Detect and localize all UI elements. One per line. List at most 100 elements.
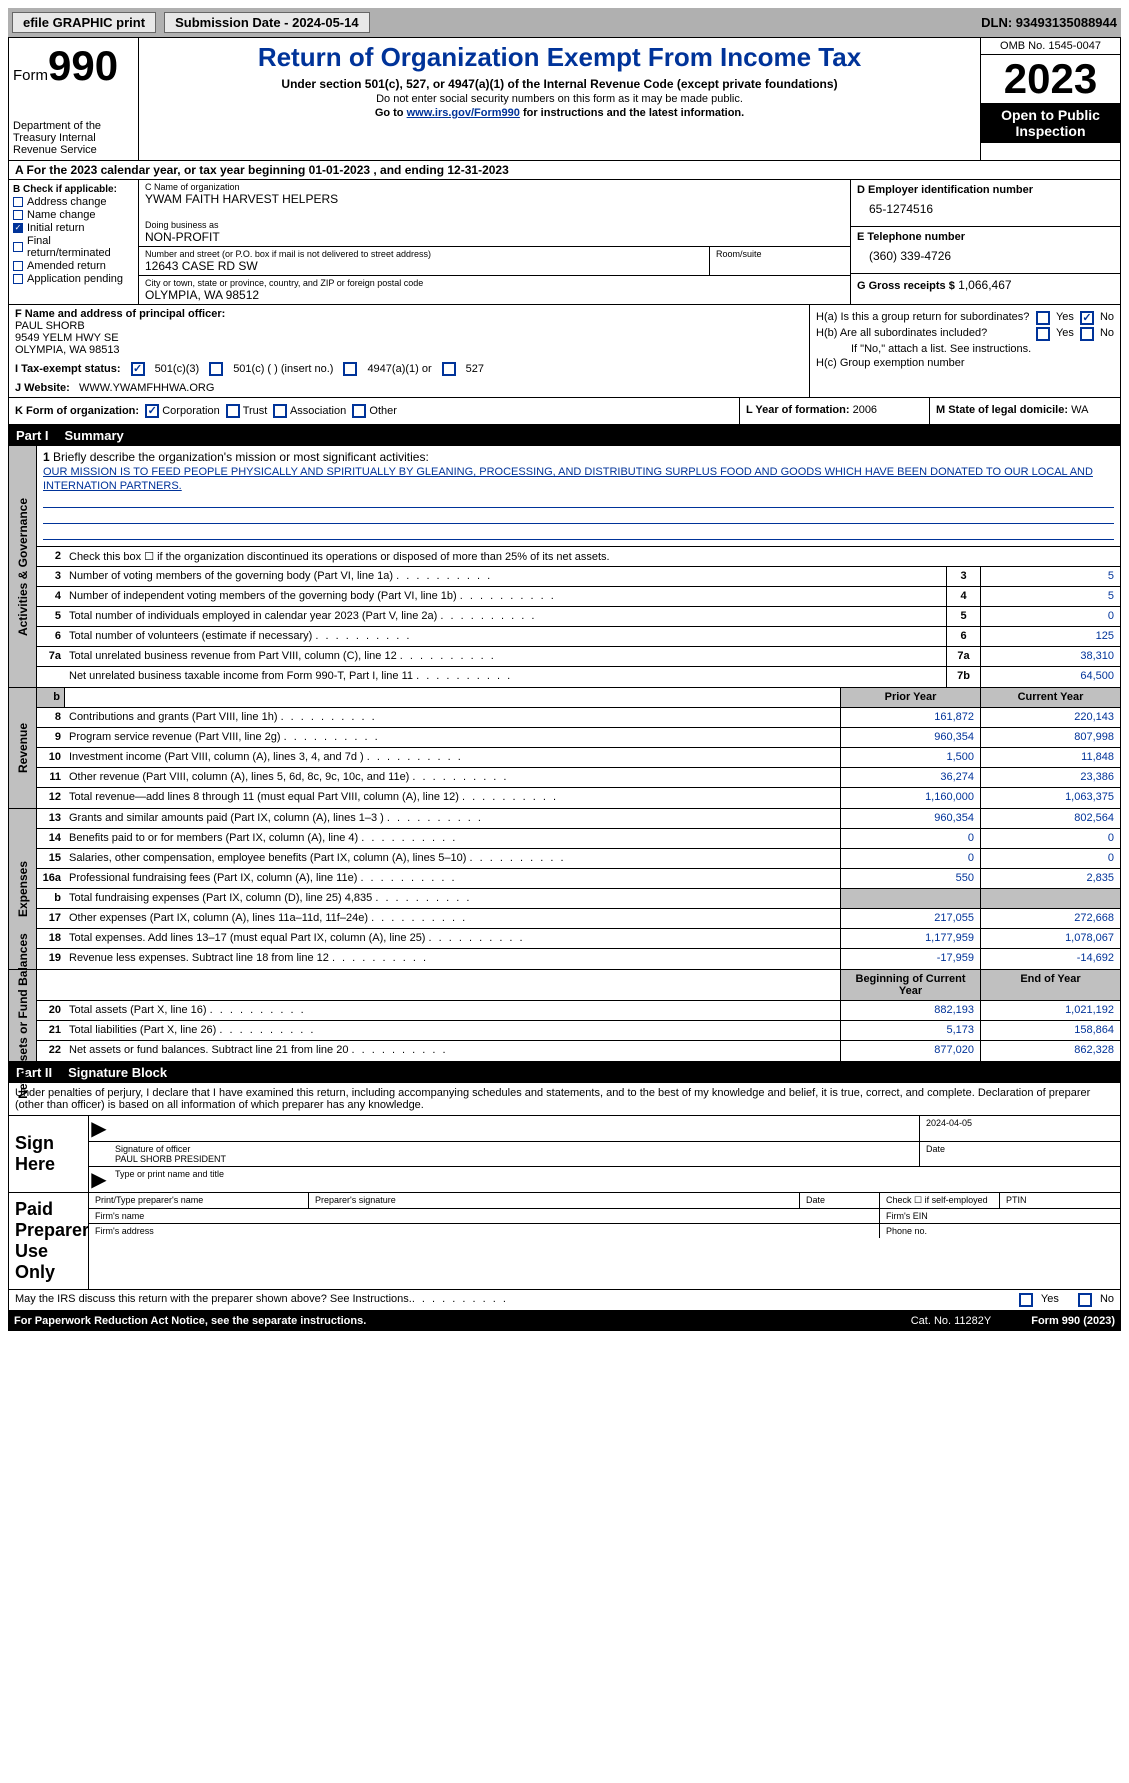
hb-note: If "No," attach a list. See instructions…: [816, 343, 1114, 355]
hb-yes[interactable]: [1036, 327, 1050, 341]
website-value: WWW.YWAMFHHWA.ORG: [79, 382, 214, 394]
prep-check-label: Check ☐ if self-employed: [880, 1193, 1000, 1208]
table-row: 18Total expenses. Add lines 13–17 (must …: [37, 929, 1120, 949]
subtitle-2: Do not enter social security numbers on …: [147, 93, 972, 105]
type-name-label: Type or print name and title: [109, 1167, 1120, 1192]
chk-4947[interactable]: [343, 362, 357, 376]
current-year-head: Current Year: [980, 688, 1120, 707]
table-row: 16aProfessional fundraising fees (Part I…: [37, 869, 1120, 889]
paid-label: Paid Preparer Use Only: [9, 1193, 89, 1289]
ein-value: 65-1274516: [857, 196, 1114, 222]
prep-sig-label: Preparer's signature: [309, 1193, 800, 1208]
prior-year-head: Prior Year: [840, 688, 980, 707]
klm-row: K Form of organization: Corporation Trus…: [8, 398, 1121, 425]
chk-501c3[interactable]: [131, 362, 145, 376]
sign-here-label: Sign Here: [9, 1116, 89, 1192]
section-bcd: B Check if applicable: Address change Na…: [8, 180, 1121, 305]
table-row: 14Benefits paid to or for members (Part …: [37, 829, 1120, 849]
paperwork-text: For Paperwork Reduction Act Notice, see …: [14, 1315, 366, 1327]
date-label: Date: [920, 1142, 1120, 1166]
efile-button[interactable]: efile GRAPHIC print: [12, 12, 156, 33]
table-row: 15Salaries, other compensation, employee…: [37, 849, 1120, 869]
officer-addr2: OLYMPIA, WA 98513: [15, 344, 120, 356]
ha-no[interactable]: [1080, 311, 1094, 325]
table-row: 9Program service revenue (Part VIII, lin…: [37, 728, 1120, 748]
prep-name-label: Print/Type preparer's name: [89, 1193, 309, 1208]
footer: For Paperwork Reduction Act Notice, see …: [8, 1311, 1121, 1331]
table-row: bTotal fundraising expenses (Part IX, co…: [37, 889, 1120, 909]
org-name: YWAM FAITH HARVEST HELPERS: [145, 192, 844, 206]
m-value: WA: [1071, 404, 1088, 416]
table-row: Net unrelated business taxable income fr…: [37, 667, 1120, 687]
hb-label: H(b) Are all subordinates included?: [816, 327, 1036, 341]
revenue-section: Revenue bPrior YearCurrent Year 8Contrib…: [8, 688, 1121, 809]
chk-amended[interactable]: [13, 261, 23, 271]
table-row: 7aTotal unrelated business revenue from …: [37, 647, 1120, 667]
chk-address[interactable]: [13, 197, 23, 207]
chk-final[interactable]: [13, 242, 23, 252]
table-row: 21Total liabilities (Part X, line 26) 5,…: [37, 1021, 1120, 1041]
tax-status-label: I Tax-exempt status:: [15, 363, 121, 375]
paid-preparer-table: Paid Preparer Use Only Print/Type prepar…: [8, 1193, 1121, 1290]
mission-text: OUR MISSION IS TO FEED PEOPLE PHYSICALLY…: [43, 466, 1093, 492]
ptin-label: PTIN: [1000, 1193, 1120, 1208]
arrow-icon: ▶: [89, 1116, 109, 1141]
netassets-section: Net Assets or Fund Balances Beginning of…: [8, 970, 1121, 1062]
side-ag: Activities & Governance: [16, 497, 30, 635]
firm-ein-label: Firm's EIN: [880, 1209, 1120, 1223]
table-row: 5Total number of individuals employed in…: [37, 607, 1120, 627]
end-year-head: End of Year: [980, 970, 1120, 1000]
gross-label: G Gross receipts $: [857, 280, 955, 292]
omb-number: OMB No. 1545-0047: [981, 38, 1120, 55]
table-row: 3Number of voting members of the governi…: [37, 567, 1120, 587]
phone-value: (360) 339-4726: [857, 243, 1114, 269]
dba-label: Doing business as: [145, 220, 844, 230]
open-inspection: Open to Public Inspection: [981, 103, 1120, 143]
officer-sig: PAUL SHORB PRESIDENT: [115, 1154, 226, 1164]
table-row: 13Grants and similar amounts paid (Part …: [37, 809, 1120, 829]
ha-label: H(a) Is this a group return for subordin…: [816, 311, 1036, 325]
chk-initial[interactable]: [13, 223, 23, 233]
website-label: J Website:: [15, 382, 70, 394]
l-value: 2006: [853, 404, 877, 416]
irs-link[interactable]: www.irs.gov/Form990: [407, 107, 520, 119]
sign-here-table: Sign Here ▶ 2024-04-05 Signature of offi…: [8, 1116, 1121, 1193]
hc-label: H(c) Group exemption number: [816, 357, 1114, 369]
discuss-no[interactable]: [1078, 1293, 1092, 1307]
part2-header: Part II Signature Block: [8, 1062, 1121, 1083]
chk-other[interactable]: [352, 404, 366, 418]
form-title: Return of Organization Exempt From Incom…: [147, 42, 972, 73]
chk-pending[interactable]: [13, 274, 23, 284]
firm-phone-label: Phone no.: [880, 1224, 1120, 1238]
addr-value: 12643 CASE RD SW: [145, 259, 703, 273]
table-row: 22Net assets or fund balances. Subtract …: [37, 1041, 1120, 1061]
chk-trust[interactable]: [226, 404, 240, 418]
k-label: K Form of organization:: [15, 405, 139, 417]
chk-assoc[interactable]: [273, 404, 287, 418]
top-bar: efile GRAPHIC print Submission Date - 20…: [8, 8, 1121, 37]
gross-value: 1,066,467: [958, 278, 1011, 292]
begin-year-head: Beginning of Current Year: [840, 970, 980, 1000]
chk-corp[interactable]: [145, 404, 159, 418]
city-label: City or town, state or province, country…: [145, 278, 844, 288]
submission-date: Submission Date - 2024-05-14: [164, 12, 370, 33]
tax-year: 2023: [981, 55, 1120, 103]
table-row: 4Number of independent voting members of…: [37, 587, 1120, 607]
form-label: Form: [13, 67, 48, 84]
box-b-label: B Check if applicable:: [13, 184, 134, 195]
part1-header: Part I Summary: [8, 425, 1121, 446]
mission-label: Briefly describe the organization's miss…: [53, 450, 429, 464]
discuss-yes[interactable]: [1019, 1293, 1033, 1307]
officer-name: PAUL SHORB: [15, 320, 85, 332]
table-row: 10Investment income (Part VIII, column (…: [37, 748, 1120, 768]
l-label: L Year of formation:: [746, 404, 850, 416]
hb-no[interactable]: [1080, 327, 1094, 341]
side-na: Net Assets or Fund Balances: [16, 933, 30, 1099]
chk-name[interactable]: [13, 210, 23, 220]
table-row: 11Other revenue (Part VIII, column (A), …: [37, 768, 1120, 788]
goto-post: for instructions and the latest informat…: [520, 107, 744, 119]
chk-501c[interactable]: [209, 362, 223, 376]
ha-yes[interactable]: [1036, 311, 1050, 325]
chk-527[interactable]: [442, 362, 456, 376]
form-header: Form990 Department of the Treasury Inter…: [8, 37, 1121, 161]
